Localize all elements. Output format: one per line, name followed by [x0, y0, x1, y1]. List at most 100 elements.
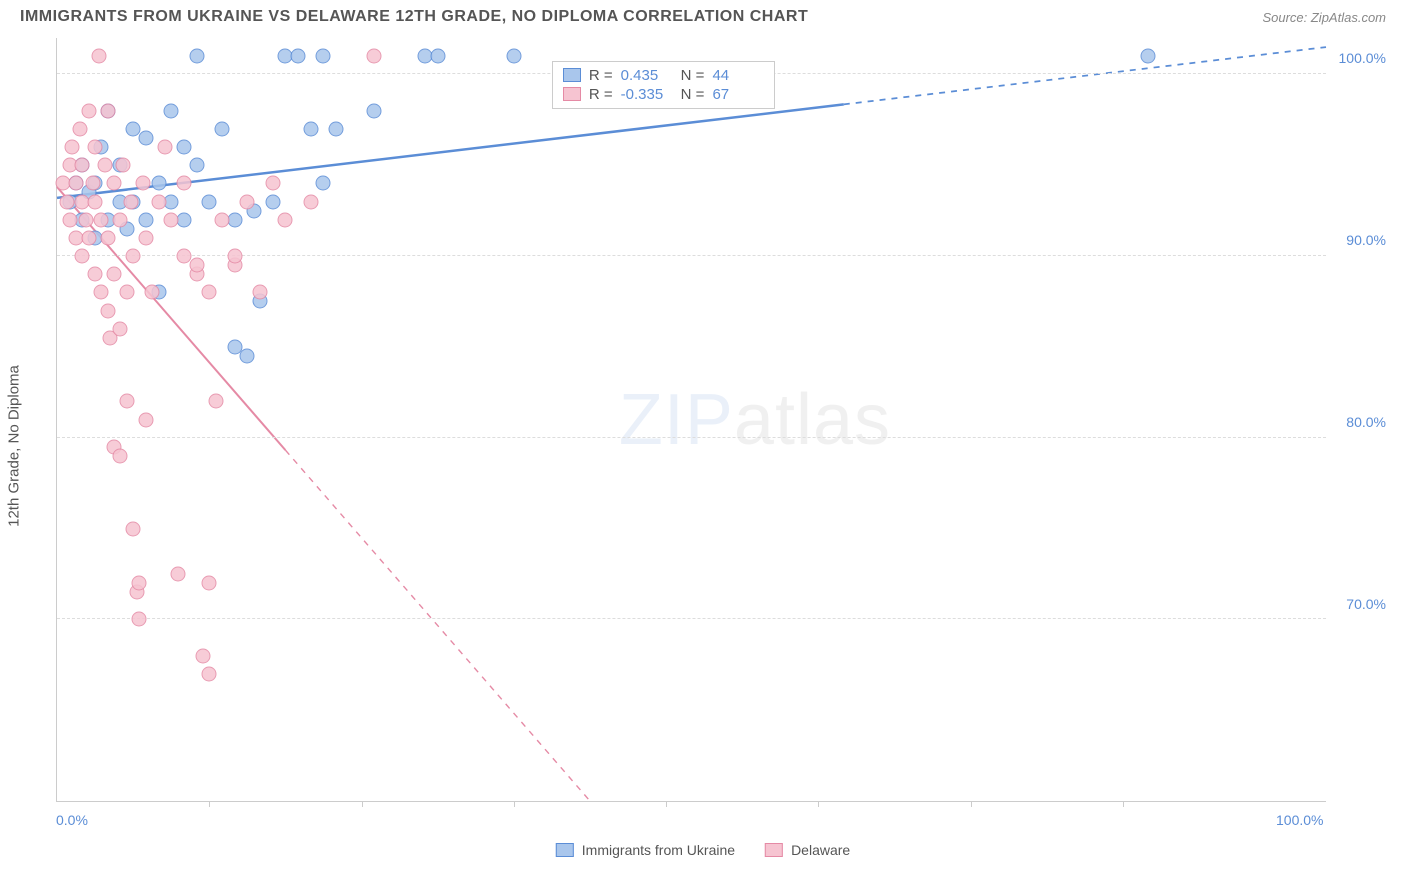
- data-point: [138, 130, 153, 145]
- legend-swatch: [556, 843, 574, 857]
- data-point: [75, 158, 90, 173]
- data-point: [164, 103, 179, 118]
- data-point: [62, 212, 77, 227]
- data-point: [98, 158, 113, 173]
- x-minor-tick: [514, 801, 515, 807]
- data-point: [240, 194, 255, 209]
- chart-area: ZIPatlas R =0.435N =44R =-0.335N =67 70.…: [48, 38, 1386, 832]
- data-point: [151, 176, 166, 191]
- legend-item: Delaware: [765, 842, 850, 858]
- data-point: [126, 521, 141, 536]
- data-point: [88, 140, 103, 155]
- data-point: [253, 285, 268, 300]
- gridline-h: [57, 255, 1326, 256]
- r-value: -0.335: [621, 86, 673, 103]
- correlation-legend: R =0.435N =44R =-0.335N =67: [552, 61, 776, 109]
- data-point: [115, 158, 130, 173]
- data-point: [132, 576, 147, 591]
- y-tick-label: 70.0%: [1346, 596, 1386, 612]
- data-point: [176, 140, 191, 155]
- data-point: [94, 285, 109, 300]
- data-point: [316, 49, 331, 64]
- series-legend: Immigrants from Ukraine Delaware: [556, 842, 850, 858]
- data-point: [81, 230, 96, 245]
- x-tick-label: 0.0%: [56, 812, 88, 828]
- data-point: [278, 212, 293, 227]
- data-point: [113, 448, 128, 463]
- data-point: [138, 230, 153, 245]
- data-point: [72, 121, 87, 136]
- data-point: [91, 49, 106, 64]
- legend-label: Delaware: [791, 842, 850, 858]
- y-tick-label: 80.0%: [1346, 414, 1386, 430]
- data-point: [79, 212, 94, 227]
- data-point: [113, 212, 128, 227]
- data-point: [107, 176, 122, 191]
- legend-item: Immigrants from Ukraine: [556, 842, 735, 858]
- data-point: [367, 103, 382, 118]
- data-point: [119, 394, 134, 409]
- r-label: R =: [589, 86, 613, 103]
- n-label: N =: [681, 86, 705, 103]
- data-point: [119, 285, 134, 300]
- data-point: [208, 394, 223, 409]
- data-point: [1141, 49, 1156, 64]
- x-minor-tick: [666, 801, 667, 807]
- data-point: [100, 103, 115, 118]
- gridline-h: [57, 437, 1326, 438]
- data-point: [94, 212, 109, 227]
- data-point: [189, 258, 204, 273]
- trend-line-dashed: [285, 450, 590, 801]
- data-point: [176, 176, 191, 191]
- data-point: [214, 212, 229, 227]
- legend-label: Immigrants from Ukraine: [582, 842, 735, 858]
- y-axis-label: 12th Grade, No Diploma: [6, 365, 23, 527]
- data-point: [291, 49, 306, 64]
- x-minor-tick: [818, 801, 819, 807]
- data-point: [164, 212, 179, 227]
- gridline-h: [57, 618, 1326, 619]
- x-minor-tick: [362, 801, 363, 807]
- source-attribution: Source: ZipAtlas.com: [1262, 10, 1386, 25]
- trend-line-dashed: [844, 47, 1326, 104]
- data-point: [138, 412, 153, 427]
- data-point: [100, 303, 115, 318]
- data-point: [81, 103, 96, 118]
- data-point: [202, 194, 217, 209]
- chart-title: IMMIGRANTS FROM UKRAINE VS DELAWARE 12TH…: [20, 8, 808, 26]
- data-point: [189, 49, 204, 64]
- x-minor-tick: [971, 801, 972, 807]
- data-point: [151, 194, 166, 209]
- data-point: [265, 194, 280, 209]
- watermark: ZIPatlas: [619, 379, 891, 461]
- y-tick-label: 90.0%: [1346, 232, 1386, 248]
- n-value: 67: [712, 86, 764, 103]
- data-point: [88, 267, 103, 282]
- data-point: [316, 176, 331, 191]
- data-point: [240, 348, 255, 363]
- legend-swatch: [765, 843, 783, 857]
- data-point: [303, 121, 318, 136]
- data-point: [60, 194, 75, 209]
- trend-line-solid: [57, 104, 844, 197]
- r-label: R =: [589, 67, 613, 84]
- data-point: [367, 49, 382, 64]
- data-point: [202, 576, 217, 591]
- data-point: [107, 267, 122, 282]
- legend-swatch: [563, 68, 581, 82]
- n-value: 44: [712, 67, 764, 84]
- y-tick-label: 100.0%: [1339, 50, 1386, 66]
- data-point: [170, 566, 185, 581]
- data-point: [126, 249, 141, 264]
- data-point: [136, 176, 151, 191]
- watermark-bold: ZIP: [619, 380, 734, 460]
- data-point: [303, 194, 318, 209]
- data-point: [202, 666, 217, 681]
- data-point: [214, 121, 229, 136]
- plot-region: ZIPatlas R =0.435N =44R =-0.335N =67: [56, 38, 1326, 802]
- data-point: [189, 158, 204, 173]
- data-point: [195, 648, 210, 663]
- x-minor-tick: [209, 801, 210, 807]
- data-point: [123, 194, 138, 209]
- data-point: [329, 121, 344, 136]
